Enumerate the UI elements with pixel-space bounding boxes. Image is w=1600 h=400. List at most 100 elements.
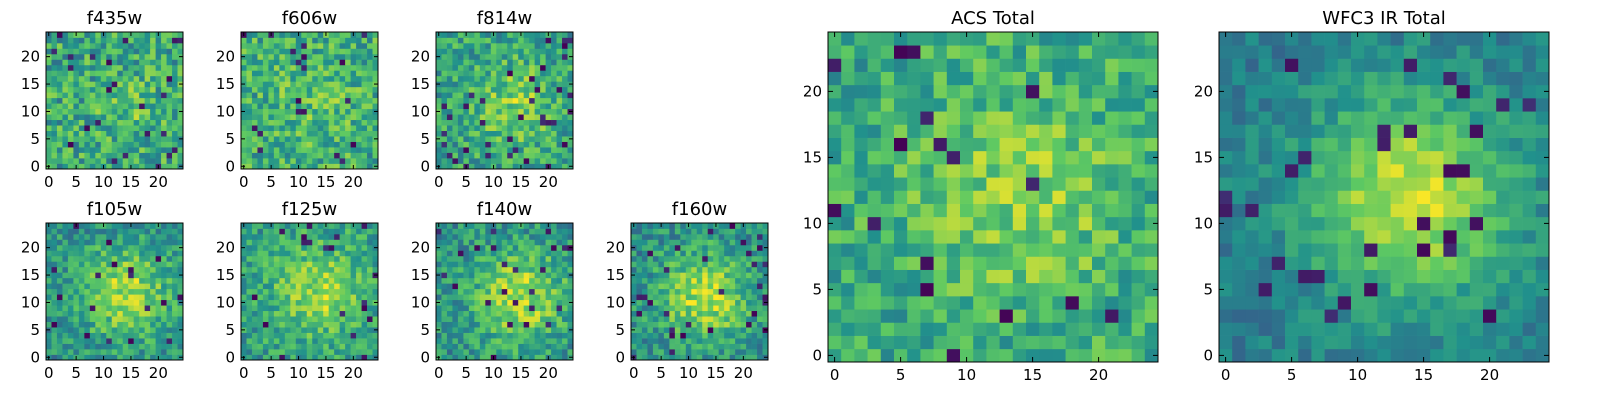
heatmap-cell	[73, 228, 80, 235]
heatmap-cell	[696, 294, 703, 301]
heatmap-cell	[446, 283, 453, 290]
heatmap-cell	[707, 349, 714, 355]
heatmap-cell	[986, 335, 1000, 350]
heatmap-cell	[658, 233, 665, 240]
heatmap-cell	[485, 305, 492, 312]
heatmap-cell	[490, 141, 497, 148]
heatmap-cell	[669, 228, 676, 235]
heatmap-cell	[262, 152, 269, 159]
heatmap-cell	[139, 261, 145, 268]
heatmap-cell	[177, 223, 184, 229]
heatmap-cell	[257, 283, 264, 290]
heatmap-cell	[73, 141, 80, 148]
heatmap-cell	[361, 233, 368, 240]
heatmap-cell	[361, 158, 368, 164]
heatmap-cell	[295, 53, 302, 60]
heatmap-cell	[999, 269, 1014, 284]
heatmap-cell	[658, 288, 665, 295]
heatmap-cell	[67, 141, 74, 148]
heatmap-cell	[155, 37, 162, 44]
heatmap-cell	[1078, 296, 1093, 310]
heatmap-cell	[312, 244, 319, 251]
heatmap-cell	[177, 141, 184, 148]
heatmap-cell	[166, 158, 173, 164]
heatmap-cell	[1065, 190, 1080, 204]
heatmap-cell	[496, 70, 503, 77]
heatmap-cell	[62, 316, 69, 322]
heatmap-cell	[463, 158, 470, 164]
heatmap-cell	[284, 332, 291, 339]
heatmap-cell	[551, 42, 557, 49]
heatmap-cell	[540, 53, 546, 60]
heatmap-cell	[501, 343, 508, 350]
heatmap-cell	[122, 32, 129, 38]
heatmap-cell	[111, 53, 118, 60]
heatmap-cell	[301, 103, 308, 110]
heatmap-cell	[279, 349, 286, 355]
heatmap-cell	[62, 147, 69, 153]
heatmap-cell	[166, 316, 173, 322]
heatmap-cell	[512, 250, 519, 257]
heatmap-cell	[1105, 203, 1119, 218]
heatmap-cell	[106, 250, 113, 257]
heatmap-cell	[718, 338, 725, 344]
heatmap-cell	[894, 190, 908, 204]
heatmap-cell	[529, 92, 535, 99]
heatmap-cell	[139, 223, 145, 229]
heatmap-cell	[172, 261, 178, 268]
heatmap-cell	[67, 152, 74, 159]
heatmap-cell	[529, 310, 535, 317]
heatmap-cell	[84, 316, 91, 322]
heatmap-cell	[95, 32, 102, 38]
heatmap-cell	[746, 250, 752, 257]
heatmap-cell	[501, 64, 508, 71]
heatmap-cell	[452, 86, 459, 93]
heatmap-cell	[361, 239, 368, 246]
heatmap-cell	[713, 332, 720, 339]
heatmap-cell	[718, 233, 725, 240]
heatmap-cell	[345, 86, 351, 93]
heatmap-cell	[718, 288, 725, 295]
heatmap-cell	[534, 261, 541, 268]
heatmap-cell	[334, 64, 340, 71]
heatmap-cell	[84, 86, 91, 93]
heatmap-cell	[485, 48, 492, 55]
heatmap-cell	[290, 48, 297, 55]
heatmap-cell	[746, 228, 752, 235]
heatmap-cell	[436, 125, 442, 131]
heatmap-cell	[707, 272, 714, 279]
heatmap-cell	[334, 283, 340, 290]
heatmap-cell	[457, 255, 464, 262]
heatmap-cell	[56, 86, 63, 93]
heatmap-cell	[356, 108, 362, 115]
heatmap-cell	[663, 321, 670, 328]
heatmap-cell	[67, 130, 74, 137]
heatmap-cell	[441, 70, 448, 77]
heatmap-cell	[920, 164, 934, 178]
heatmap-cell	[334, 42, 340, 49]
heatmap-cell	[735, 343, 741, 350]
heatmap-cell	[463, 261, 470, 268]
heatmap-cell	[663, 316, 670, 322]
heatmap-cell	[155, 327, 162, 333]
heatmap-cell	[117, 147, 124, 153]
heatmap-cell	[262, 108, 269, 115]
heatmap-cell	[436, 86, 442, 93]
heatmap-cell	[95, 108, 102, 115]
heatmap-cell	[139, 327, 145, 333]
heatmap-cell	[880, 269, 895, 284]
heatmap-cell	[1118, 243, 1132, 257]
heatmap-cell	[268, 255, 275, 262]
heatmap-cell	[241, 103, 247, 110]
heatmap-cell	[56, 310, 63, 317]
heatmap-cell	[339, 349, 346, 355]
heatmap-cell	[652, 277, 659, 284]
heatmap-cell	[540, 223, 546, 229]
heatmap-cell	[133, 332, 140, 339]
heatmap-cell	[479, 354, 486, 361]
heatmap-cell	[485, 32, 492, 38]
heatmap-cell	[867, 322, 882, 336]
heatmap-cell	[100, 152, 107, 159]
heatmap-cell	[177, 305, 184, 312]
heatmap-cell	[241, 158, 247, 164]
